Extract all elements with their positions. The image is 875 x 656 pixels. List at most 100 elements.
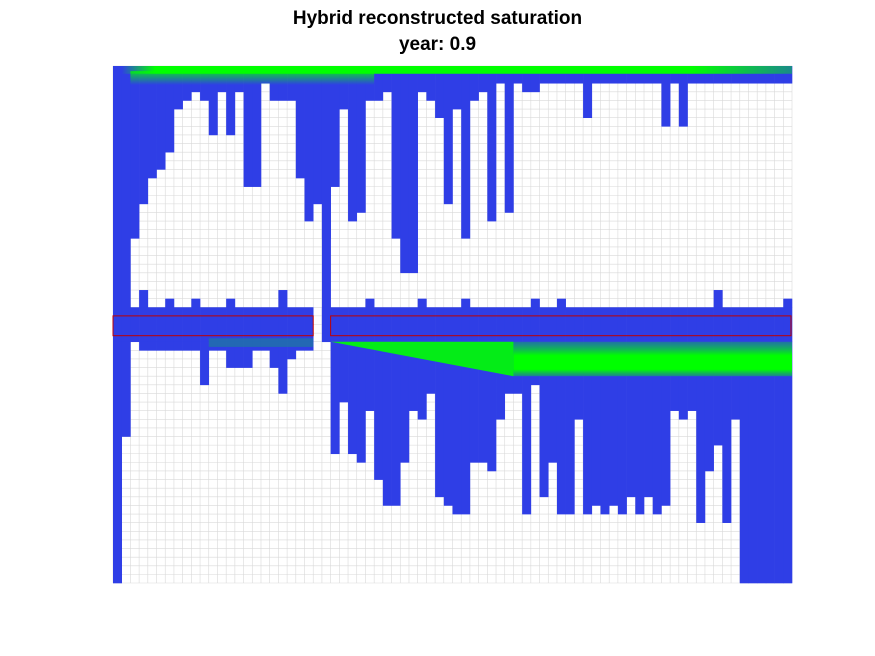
saturation-column: [382, 341, 392, 506]
saturation-column: [530, 66, 540, 93]
layer-boxes: [112, 315, 792, 337]
saturation-column: [722, 341, 732, 523]
saturation-column: [704, 66, 714, 84]
saturation-column: [583, 341, 593, 515]
saturation-column: [339, 341, 349, 403]
saturation-column: [574, 341, 584, 420]
saturation-column: [391, 66, 401, 239]
saturation-column: [556, 341, 566, 515]
layer-cell: [670, 307, 680, 343]
saturation-column: [487, 66, 497, 222]
saturation-column: [234, 341, 244, 368]
layer-cell: [365, 307, 375, 343]
saturation-column: [626, 66, 636, 84]
layer-cell: [295, 307, 305, 343]
layer-cell: [731, 307, 741, 343]
saturation-column: [722, 66, 732, 84]
layer-cell: [626, 307, 636, 343]
saturation-column: [226, 341, 236, 368]
plume-overlay: [121, 66, 792, 377]
saturation-column: [670, 66, 680, 84]
layer-cell: [487, 307, 497, 343]
layer-bump: [165, 298, 175, 308]
layer-cell: [583, 307, 593, 343]
saturation-column: [391, 341, 401, 506]
layer-cell: [278, 307, 288, 343]
mid-plume: [513, 341, 792, 377]
saturation-column: [783, 66, 793, 84]
saturation-column: [156, 66, 166, 170]
layer-cell: [130, 307, 140, 343]
left-layer-box: [112, 315, 314, 337]
saturation-column: [478, 341, 488, 463]
saturation-column: [374, 341, 384, 480]
saturation-column: [461, 66, 471, 239]
layer-cell: [330, 307, 340, 343]
saturation-column: [704, 341, 714, 472]
saturation-column: [600, 341, 610, 515]
layer-cell: [417, 307, 427, 343]
saturation-column: [156, 341, 166, 351]
layer-cell: [574, 307, 584, 343]
layer-bump: [713, 290, 723, 308]
saturation-column: [452, 341, 462, 515]
layer-cell: [139, 307, 149, 343]
saturation-column: [400, 66, 410, 274]
layer-cell: [287, 307, 297, 343]
saturation-column: [417, 66, 427, 93]
saturation-column: [678, 341, 688, 420]
saturation-column: [147, 341, 157, 351]
layer-cell: [173, 307, 183, 343]
saturation-column: [469, 341, 479, 463]
saturation-column: [783, 341, 793, 584]
saturation-column: [348, 66, 358, 222]
saturation-column: [408, 66, 418, 274]
saturation-column: [574, 66, 584, 84]
layer-cell: [356, 307, 366, 343]
layer-cell: [609, 307, 619, 343]
saturation-column: [269, 341, 279, 368]
saturation-column: [522, 66, 532, 93]
layer-cell: [748, 307, 758, 343]
layer-cell: [200, 307, 210, 343]
layer-cell: [147, 307, 157, 343]
saturation-column: [139, 341, 149, 351]
saturation-column: [609, 341, 619, 506]
saturation-column: [678, 66, 688, 127]
layer-cell: [539, 307, 549, 343]
left-plume: [208, 338, 314, 347]
saturation-column: [208, 66, 218, 136]
saturation-column: [617, 66, 627, 84]
saturation-column: [443, 66, 453, 205]
saturation-column: [165, 341, 175, 351]
saturation-column: [139, 66, 149, 205]
saturation-column: [182, 341, 192, 351]
saturation-column: [173, 66, 183, 110]
saturation-column: [539, 341, 549, 498]
layer-cell: [121, 307, 131, 343]
layer-cell: [739, 307, 749, 343]
saturation-column: [374, 66, 384, 101]
layer-cell: [548, 307, 558, 343]
saturation-column: [556, 66, 566, 84]
saturation-column: [513, 66, 523, 84]
saturation-column: [635, 341, 645, 515]
layer-bump: [461, 298, 471, 308]
saturation-column: [739, 341, 749, 584]
saturation-column: [774, 341, 784, 584]
layer-cell: [565, 307, 575, 343]
saturation-column: [713, 341, 723, 446]
saturation-column: [635, 66, 645, 84]
saturation-column: [765, 66, 775, 84]
saturation-column: [713, 66, 723, 84]
saturation-column: [739, 66, 749, 84]
layer-bump: [530, 298, 540, 308]
layer-cell: [182, 307, 192, 343]
right-layer-box: [330, 315, 792, 337]
saturation-column: [382, 66, 392, 93]
layer-cell: [426, 307, 436, 343]
layer-cell: [687, 307, 697, 343]
layer-cell: [757, 307, 767, 343]
layer-cell: [452, 307, 462, 343]
